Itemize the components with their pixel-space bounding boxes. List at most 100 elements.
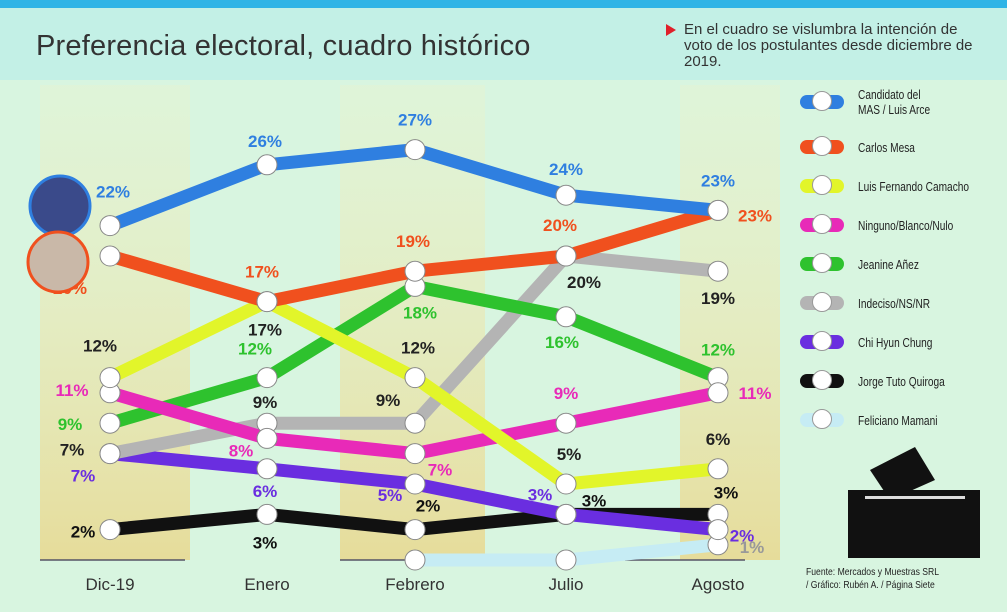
data-point-feliciano-mamani [555,549,577,571]
data-label-chi-hyun-chung: 3% [528,485,553,504]
data-point-ninguno-blanco-nulo [555,412,577,434]
data-point-carlos-mesa [256,291,278,313]
legend-item: Candidato del MAS / Luis Arce [800,84,968,120]
legend-swatch-icon [800,292,844,312]
data-label-indeciso-ns-nr: 9% [253,393,278,412]
data-label-carlos-mesa: 17% [245,263,279,282]
data-label-jeanine-a-ez: 12% [238,340,272,359]
data-point-chi-hyun-chung [256,458,278,480]
legend-label: Chi Hyun Chung [858,334,933,350]
data-label-jeanine-a-ez: 18% [403,303,437,322]
data-label-ninguno-blanco-nulo: 7% [428,461,453,480]
data-point-candidato-del-mas-luis-arce [707,199,729,221]
data-point-ninguno-blanco-nulo [707,382,729,404]
data-label-jeanine-a-ez: 16% [545,333,579,352]
legend-swatch-icon [800,331,844,351]
data-label-luis-fernando-camacho: 5% [557,445,582,464]
data-label-jorge-tuto-quiroga: 3% [714,483,739,502]
data-point-indeciso-ns-nr [707,260,729,282]
data-label-indeciso-ns-nr: 19% [701,289,735,308]
data-point-chi-hyun-chung [707,519,729,541]
data-label-chi-hyun-chung: 5% [378,486,403,505]
legend-label: Ninguno/Blanco/Nulo [858,217,954,233]
data-label-jorge-tuto-quiroga: 2% [416,497,441,516]
data-label-jeanine-a-ez: 9% [58,415,83,434]
data-point-jorge-tuto-quiroga [99,519,121,541]
legend-item: Ninguno/Blanco/Nulo [800,207,1007,243]
data-label-indeciso-ns-nr: 20% [567,273,601,292]
legend-swatch-icon [800,214,844,234]
data-label-jeanine-a-ez: 12% [701,341,735,360]
legend-item: Luis Fernando Camacho [800,168,1007,204]
x-tick-label: Febrero [385,575,445,594]
data-label-indeciso-ns-nr: 9% [376,391,401,410]
data-point-chi-hyun-chung [555,503,577,525]
legend-swatch-icon [800,370,844,390]
mesa-photo-avatar [26,230,90,294]
x-tick-label: Dic-19 [85,575,134,594]
data-label-ninguno-blanco-nulo: 9% [554,384,579,403]
data-label-luis-fernando-camacho: 12% [83,337,117,356]
data-label-candidato-del-mas-luis-arce: 23% [701,171,735,190]
data-point-candidato-del-mas-luis-arce [256,154,278,176]
data-point-candidato-del-mas-luis-arce [555,184,577,206]
data-point-jeanine-a-ez [256,367,278,389]
data-point-luis-fernando-camacho [707,458,729,480]
data-label-ninguno-blanco-nulo: 11% [738,384,771,403]
data-label-carlos-mesa: 23% [738,206,772,225]
data-label-chi-hyun-chung: 2% [730,527,755,546]
column-band [40,85,190,560]
data-label-candidato-del-mas-luis-arce: 26% [248,132,282,151]
legend-swatch-icon [800,253,844,273]
arce-photo-avatar [28,174,92,238]
data-point-luis-fernando-camacho [404,367,426,389]
legend-item: Jeanine Añez [800,246,1007,282]
data-label-jorge-tuto-quiroga: 3% [582,491,607,510]
data-point-luis-fernando-camacho [555,473,577,495]
x-tick-label: Julio [549,575,584,594]
data-point-indeciso-ns-nr [404,412,426,434]
x-tick-label: Agosto [692,575,745,594]
chart-title: Preferencia electoral, cuadro histórico [36,30,531,62]
legend-label: Candidato del MAS / Luis Arce [858,87,931,117]
data-point-carlos-mesa [555,245,577,267]
data-point-jorge-tuto-quiroga [256,503,278,525]
legend-label: Feliciano Mamani [858,412,938,428]
data-point-candidato-del-mas-luis-arce [99,215,121,237]
data-label-candidato-del-mas-luis-arce: 22% [96,183,130,202]
data-point-jeanine-a-ez [555,306,577,328]
data-label-candidato-del-mas-luis-arce: 27% [398,111,432,130]
data-point-jeanine-a-ez [99,412,121,434]
data-label-candidato-del-mas-luis-arce: 24% [549,160,583,179]
data-label-jorge-tuto-quiroga: 3% [253,533,278,552]
top-accent-bar [0,0,1007,8]
data-label-luis-fernando-camacho: 6% [706,430,731,449]
data-label-jorge-tuto-quiroga: 2% [71,523,96,542]
data-point-luis-fernando-camacho [99,367,121,389]
legend-item: Indeciso/NS/NR [800,285,1007,321]
triangle-bullet-icon [666,24,676,36]
header: Preferencia electoral, cuadro histórico … [0,8,1007,80]
legend-swatch-icon [800,409,844,429]
data-point-feliciano-mamani [404,549,426,571]
data-label-chi-hyun-chung: 7% [71,467,96,486]
legend-label: Luis Fernando Camacho [858,178,970,194]
data-label-indeciso-ns-nr: 7% [60,441,85,460]
legend-swatch-icon [800,91,844,111]
x-tick-label: Enero [244,575,289,594]
legend-label: Jeanine Añez [858,256,919,272]
data-label-luis-fernando-camacho: 12% [401,339,435,358]
legend-swatch-icon [800,175,844,195]
data-point-carlos-mesa [404,260,426,282]
data-point-ninguno-blanco-nulo [404,443,426,465]
legend-item: Jorge Tuto Quiroga [800,363,1007,399]
data-label-carlos-mesa: 19% [396,232,430,251]
data-point-carlos-mesa [99,245,121,267]
legend-item: Feliciano Mamani [800,402,1007,438]
data-label-chi-hyun-chung: 6% [253,482,278,501]
legend-item: Chi Hyun Chung [800,324,1007,360]
data-point-indeciso-ns-nr [99,443,121,465]
data-label-luis-fernando-camacho: 17% [248,321,282,340]
data-label-ninguno-blanco-nulo: 11% [55,381,88,400]
